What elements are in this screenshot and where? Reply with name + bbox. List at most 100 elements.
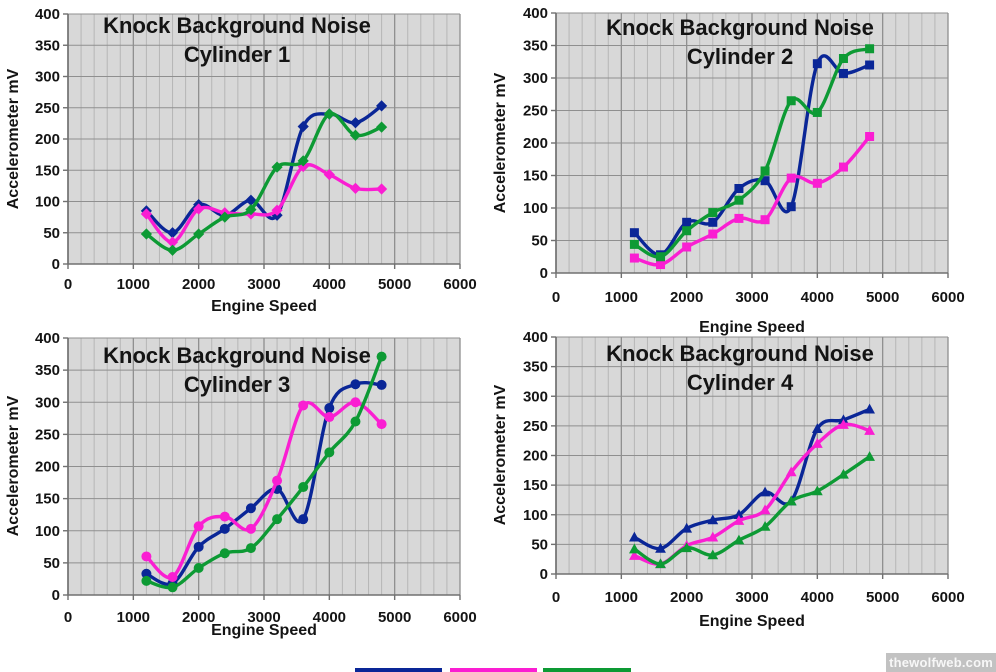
data-point — [629, 550, 640, 560]
data-point — [629, 531, 640, 542]
y-tick-label: 200 — [35, 131, 60, 148]
data-point — [864, 451, 875, 461]
series-magenta-line — [632, 134, 872, 267]
data-point — [707, 549, 719, 560]
data-point — [629, 253, 639, 263]
y-axis-title: Accelerometer mV — [492, 72, 509, 213]
data-point — [865, 44, 875, 54]
x-axis-title: Engine Speed — [699, 319, 805, 336]
data-point — [786, 173, 796, 183]
x-tick-label: 1000 — [605, 589, 638, 606]
data-point — [708, 229, 718, 239]
data-point — [864, 425, 875, 435]
data-point — [786, 96, 796, 106]
data-point — [245, 503, 256, 514]
chart-title-line1: Knock Background Noise — [103, 343, 371, 368]
series-magenta-markers — [140, 160, 388, 248]
y-tick-label: 250 — [35, 100, 60, 117]
data-point — [376, 183, 388, 195]
data-point — [193, 541, 204, 552]
data-point — [141, 551, 152, 562]
y-tick-label: 350 — [35, 37, 60, 54]
series-magenta-markers — [629, 132, 875, 270]
y-tick-label: 100 — [35, 523, 60, 540]
data-point — [219, 523, 230, 534]
y-tick-label: 100 — [35, 194, 60, 211]
data-point — [838, 54, 848, 63]
data-point — [167, 582, 178, 593]
data-point — [733, 534, 745, 545]
y-tick-label: 150 — [35, 491, 60, 508]
chart-title-line1: Knock Background Noise — [606, 15, 874, 40]
data-point — [350, 397, 361, 408]
y-tick-label: 0 — [52, 587, 60, 604]
data-point — [298, 482, 309, 493]
data-point — [656, 252, 666, 262]
x-tick-label: 3000 — [735, 589, 768, 606]
x-tick-label: 4000 — [801, 289, 834, 306]
data-point — [734, 213, 744, 223]
data-point — [759, 521, 771, 531]
data-point — [376, 419, 387, 430]
x-tick-label: 3000 — [247, 276, 280, 293]
data-point — [376, 100, 388, 112]
data-point — [193, 521, 204, 532]
y-tick-label: 300 — [523, 70, 548, 87]
x-tick-label: 4000 — [313, 609, 346, 626]
data-point — [166, 227, 179, 239]
data-point — [812, 59, 822, 69]
data-point — [760, 176, 770, 186]
data-point — [349, 129, 362, 141]
data-point — [245, 523, 256, 534]
data-point — [656, 260, 666, 270]
y-axis-title: Accelerometer mV — [492, 384, 509, 525]
y-axis-title: Accelerometer mV — [5, 395, 22, 536]
data-point — [245, 543, 256, 554]
chart-title-line2: Cylinder 2 — [687, 44, 793, 69]
y-tick-label: 300 — [35, 69, 60, 86]
y-tick-label: 400 — [523, 5, 548, 22]
data-point — [193, 203, 205, 215]
series-navy-line — [632, 407, 872, 551]
data-point — [865, 132, 875, 141]
data-point — [682, 226, 692, 236]
y-tick-label: 300 — [35, 394, 60, 411]
y-tick-label: 50 — [43, 555, 60, 572]
y-tick-label: 400 — [523, 329, 548, 346]
data-point — [141, 575, 152, 586]
data-point — [812, 107, 822, 117]
x-tick-label: 5000 — [866, 589, 899, 606]
x-axis-title: Engine Speed — [699, 613, 805, 630]
data-point — [272, 514, 283, 525]
data-point — [349, 182, 362, 194]
y-tick-label: 150 — [523, 477, 548, 494]
data-point — [323, 169, 335, 181]
data-point — [759, 504, 771, 515]
x-tick-label: 1000 — [117, 609, 150, 626]
series-green-line — [144, 354, 384, 590]
series-green-markers — [629, 451, 875, 569]
x-tick-label: 2000 — [182, 276, 215, 293]
x-tick-label: 2000 — [670, 589, 703, 606]
data-point — [811, 438, 823, 448]
x-tick-label: 0 — [552, 589, 560, 606]
y-tick-label: 200 — [35, 459, 60, 476]
x-tick-label: 0 — [552, 289, 560, 306]
data-point — [297, 155, 309, 167]
y-tick-label: 0 — [540, 566, 548, 583]
data-point — [838, 162, 848, 172]
data-point — [298, 514, 309, 525]
y-tick-label: 100 — [523, 200, 548, 217]
axes — [63, 13, 461, 269]
data-point — [681, 522, 693, 533]
axes — [63, 337, 461, 600]
data-point — [166, 236, 179, 248]
data-point — [324, 412, 335, 423]
data-point — [140, 208, 152, 220]
y-tick-label: 100 — [523, 507, 548, 524]
